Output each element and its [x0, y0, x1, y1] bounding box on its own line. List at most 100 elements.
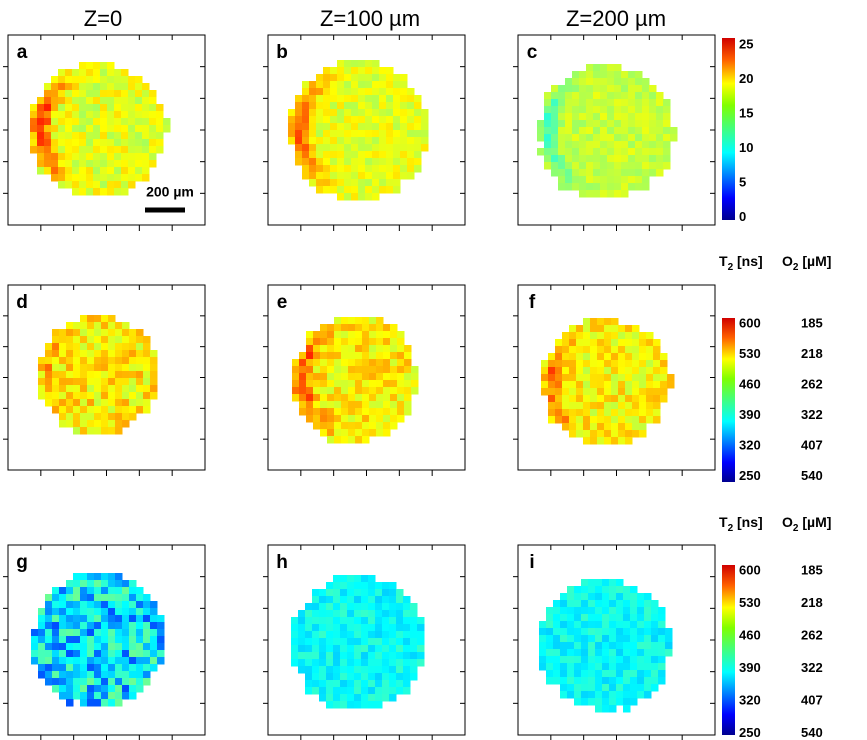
map-pixel — [334, 338, 342, 346]
map-pixel — [341, 415, 349, 423]
map-pixel — [128, 167, 136, 175]
map-pixel — [337, 123, 345, 131]
map-pixel — [625, 346, 633, 354]
map-pixel — [368, 589, 376, 597]
map-pixel — [129, 392, 137, 400]
map-pixel — [632, 402, 640, 410]
map-pixel — [574, 684, 582, 692]
map-pixel — [576, 367, 584, 375]
map-pixel — [354, 610, 362, 618]
map-pixel — [135, 132, 143, 140]
map-pixel — [614, 127, 622, 135]
map-pixel — [299, 401, 307, 409]
map-pixel — [66, 406, 74, 414]
map-pixel — [45, 364, 53, 372]
map-pixel — [94, 636, 102, 644]
map-pixel — [595, 670, 603, 678]
map-pixel — [354, 652, 362, 660]
map-pixel — [590, 409, 598, 417]
map-pixel — [410, 603, 418, 611]
map-pixel — [621, 106, 629, 114]
map-pixel — [87, 420, 95, 428]
map-pixel — [358, 102, 366, 110]
map-pixel — [340, 624, 348, 632]
map-pixel — [52, 643, 60, 651]
map-pixel — [581, 635, 589, 643]
map-pixel — [107, 188, 115, 196]
map-pixel — [595, 614, 603, 622]
map-pixel — [382, 638, 390, 646]
map-pixel — [611, 416, 619, 424]
map-pixel — [368, 680, 376, 688]
map-pixel — [121, 97, 129, 105]
map-pixel — [316, 158, 324, 166]
map-pixel — [653, 416, 661, 424]
map-pixel — [632, 339, 640, 347]
map-pixel — [347, 701, 355, 709]
map-pixel — [150, 629, 158, 637]
map-pixel — [663, 99, 671, 107]
map-pixel — [407, 144, 415, 152]
map-pixel — [45, 622, 53, 630]
map-pixel — [30, 111, 38, 119]
map-pixel — [320, 345, 328, 353]
map-pixel — [355, 401, 363, 409]
map-pixel — [410, 666, 418, 674]
map-pixel — [94, 587, 102, 595]
map-pixel — [618, 437, 626, 445]
map-pixel — [621, 169, 629, 177]
map-pixel — [73, 594, 81, 602]
map-pixel — [295, 116, 303, 124]
map-pixel — [565, 134, 573, 142]
map-pixel — [414, 102, 422, 110]
map-pixel — [375, 659, 383, 667]
map-pixel — [369, 331, 377, 339]
map-pixel — [323, 165, 331, 173]
map-pixel — [135, 153, 143, 161]
map-pixel — [45, 343, 53, 351]
map-pixel — [101, 664, 109, 672]
map-pixel — [355, 408, 363, 416]
map-pixel — [65, 90, 73, 98]
map-pixel — [330, 130, 338, 138]
map-pixel — [355, 345, 363, 353]
map-pixel — [142, 125, 150, 133]
map-pixel — [639, 374, 647, 382]
map-pixel — [302, 158, 310, 166]
map-pixel — [417, 645, 425, 653]
map-pixel — [73, 643, 81, 651]
map-pixel — [128, 125, 136, 133]
map-pixel — [414, 130, 422, 138]
map-pixel — [400, 109, 408, 117]
map-pixel — [351, 165, 359, 173]
map-pixel — [597, 360, 605, 368]
map-pixel — [115, 657, 123, 665]
map-pixel — [337, 172, 345, 180]
map-pixel — [108, 385, 116, 393]
map-pixel — [347, 680, 355, 688]
map-pixel — [344, 144, 352, 152]
map-pixel — [101, 357, 109, 365]
map-pixel — [136, 622, 144, 630]
header-base: O — [782, 514, 793, 530]
map-pixel — [393, 158, 401, 166]
map-pixel — [600, 155, 608, 163]
map-pixel — [337, 116, 345, 124]
map-pixel — [562, 374, 570, 382]
map-pixel — [386, 81, 394, 89]
map-pixel — [302, 102, 310, 110]
map-pixel — [586, 155, 594, 163]
map-pixel — [576, 430, 584, 438]
map-pixel — [354, 638, 362, 646]
map-pixel — [114, 132, 122, 140]
map-pixel — [344, 158, 352, 166]
map-pixel — [383, 408, 391, 416]
map-pixel — [341, 359, 349, 367]
map-pixel — [651, 607, 659, 615]
map-pixel — [403, 666, 411, 674]
map-pixel — [544, 113, 552, 121]
map-pixel — [101, 580, 109, 588]
colorbar — [722, 38, 735, 220]
map-pixel — [565, 113, 573, 121]
map-pixel — [80, 371, 88, 379]
